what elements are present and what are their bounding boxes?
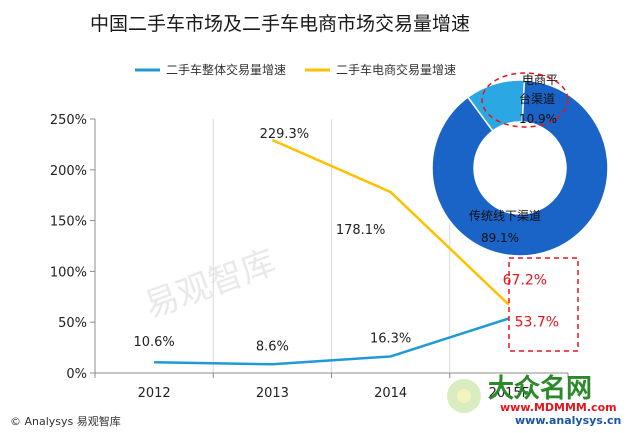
y-tick-label: 200%	[50, 164, 87, 179]
chart-title: 中国二手车市场及二手车电商市场交易量增速	[90, 13, 470, 35]
data-label-ecommerce-2015F: 67.2%	[503, 273, 547, 289]
data-label-overall-2012: 10.6%	[133, 335, 174, 350]
legend-label-overall: 二手车整体交易量增速	[166, 62, 286, 77]
donut-label-offline: 传统线下渠道	[469, 208, 541, 223]
watermark-text: 易观智库	[139, 242, 280, 326]
legend-label-ecommerce: 二手车电商交易量增速	[336, 62, 456, 77]
site-logo: 大众名网 www.MDMMM.com www.analysys.cn	[447, 373, 621, 427]
y-tick-label: 250%	[50, 113, 87, 128]
data-labels: 10.6% 8.6% 16.3% 53.7% 229.3% 178.1% 67.2%	[133, 127, 559, 354]
axes: 0% 50% 100% 150% 200% 250% 2012 2013 2014 2015F	[50, 113, 569, 401]
x-tick-label: 2015F	[489, 386, 530, 401]
donut-label-ecommerce-line1: 电商平	[522, 72, 558, 87]
x-tick-label: 2013	[256, 386, 289, 401]
logo-url-primary: www.MDMMM.com	[500, 401, 617, 414]
series-lines	[154, 138, 510, 366]
data-label-ecommerce-2014: 178.1%	[336, 223, 386, 238]
donut-hole	[474, 122, 566, 214]
y-tick-label: 0%	[66, 367, 87, 382]
data-label-overall-2014: 16.3%	[370, 331, 411, 346]
donut-value-offline: 89.1%	[481, 231, 519, 245]
data-label-overall-2013: 8.6%	[256, 339, 289, 354]
y-tick-label: 100%	[50, 265, 87, 280]
series-line-ecommerce	[271, 138, 510, 306]
data-label-ecommerce-2013: 229.3%	[260, 127, 310, 142]
y-tick-label: 150%	[50, 215, 87, 230]
logo-flower-center	[457, 389, 471, 403]
donut-value-ecommerce: 10.9%	[519, 112, 557, 126]
data-label-overall-2015F: 53.7%	[515, 314, 559, 330]
y-tick-label: 50%	[58, 316, 87, 331]
gridlines	[212, 119, 451, 373]
x-tick-label: 2012	[138, 386, 171, 401]
legend: 二手车整体交易量增速 二手车电商交易量增速	[135, 62, 456, 77]
donut-label-ecommerce-line2: 台渠道	[519, 91, 555, 106]
highlight-ellipse-ecommerce	[481, 72, 569, 128]
x-tick-label: 2014	[374, 386, 407, 401]
logo-url-secondary: www.analysys.cn	[515, 414, 621, 427]
logo-name: 大众名网	[488, 373, 592, 404]
series-line-overall	[154, 317, 510, 366]
footer-source: © Analysys 易观智库	[10, 414, 121, 428]
